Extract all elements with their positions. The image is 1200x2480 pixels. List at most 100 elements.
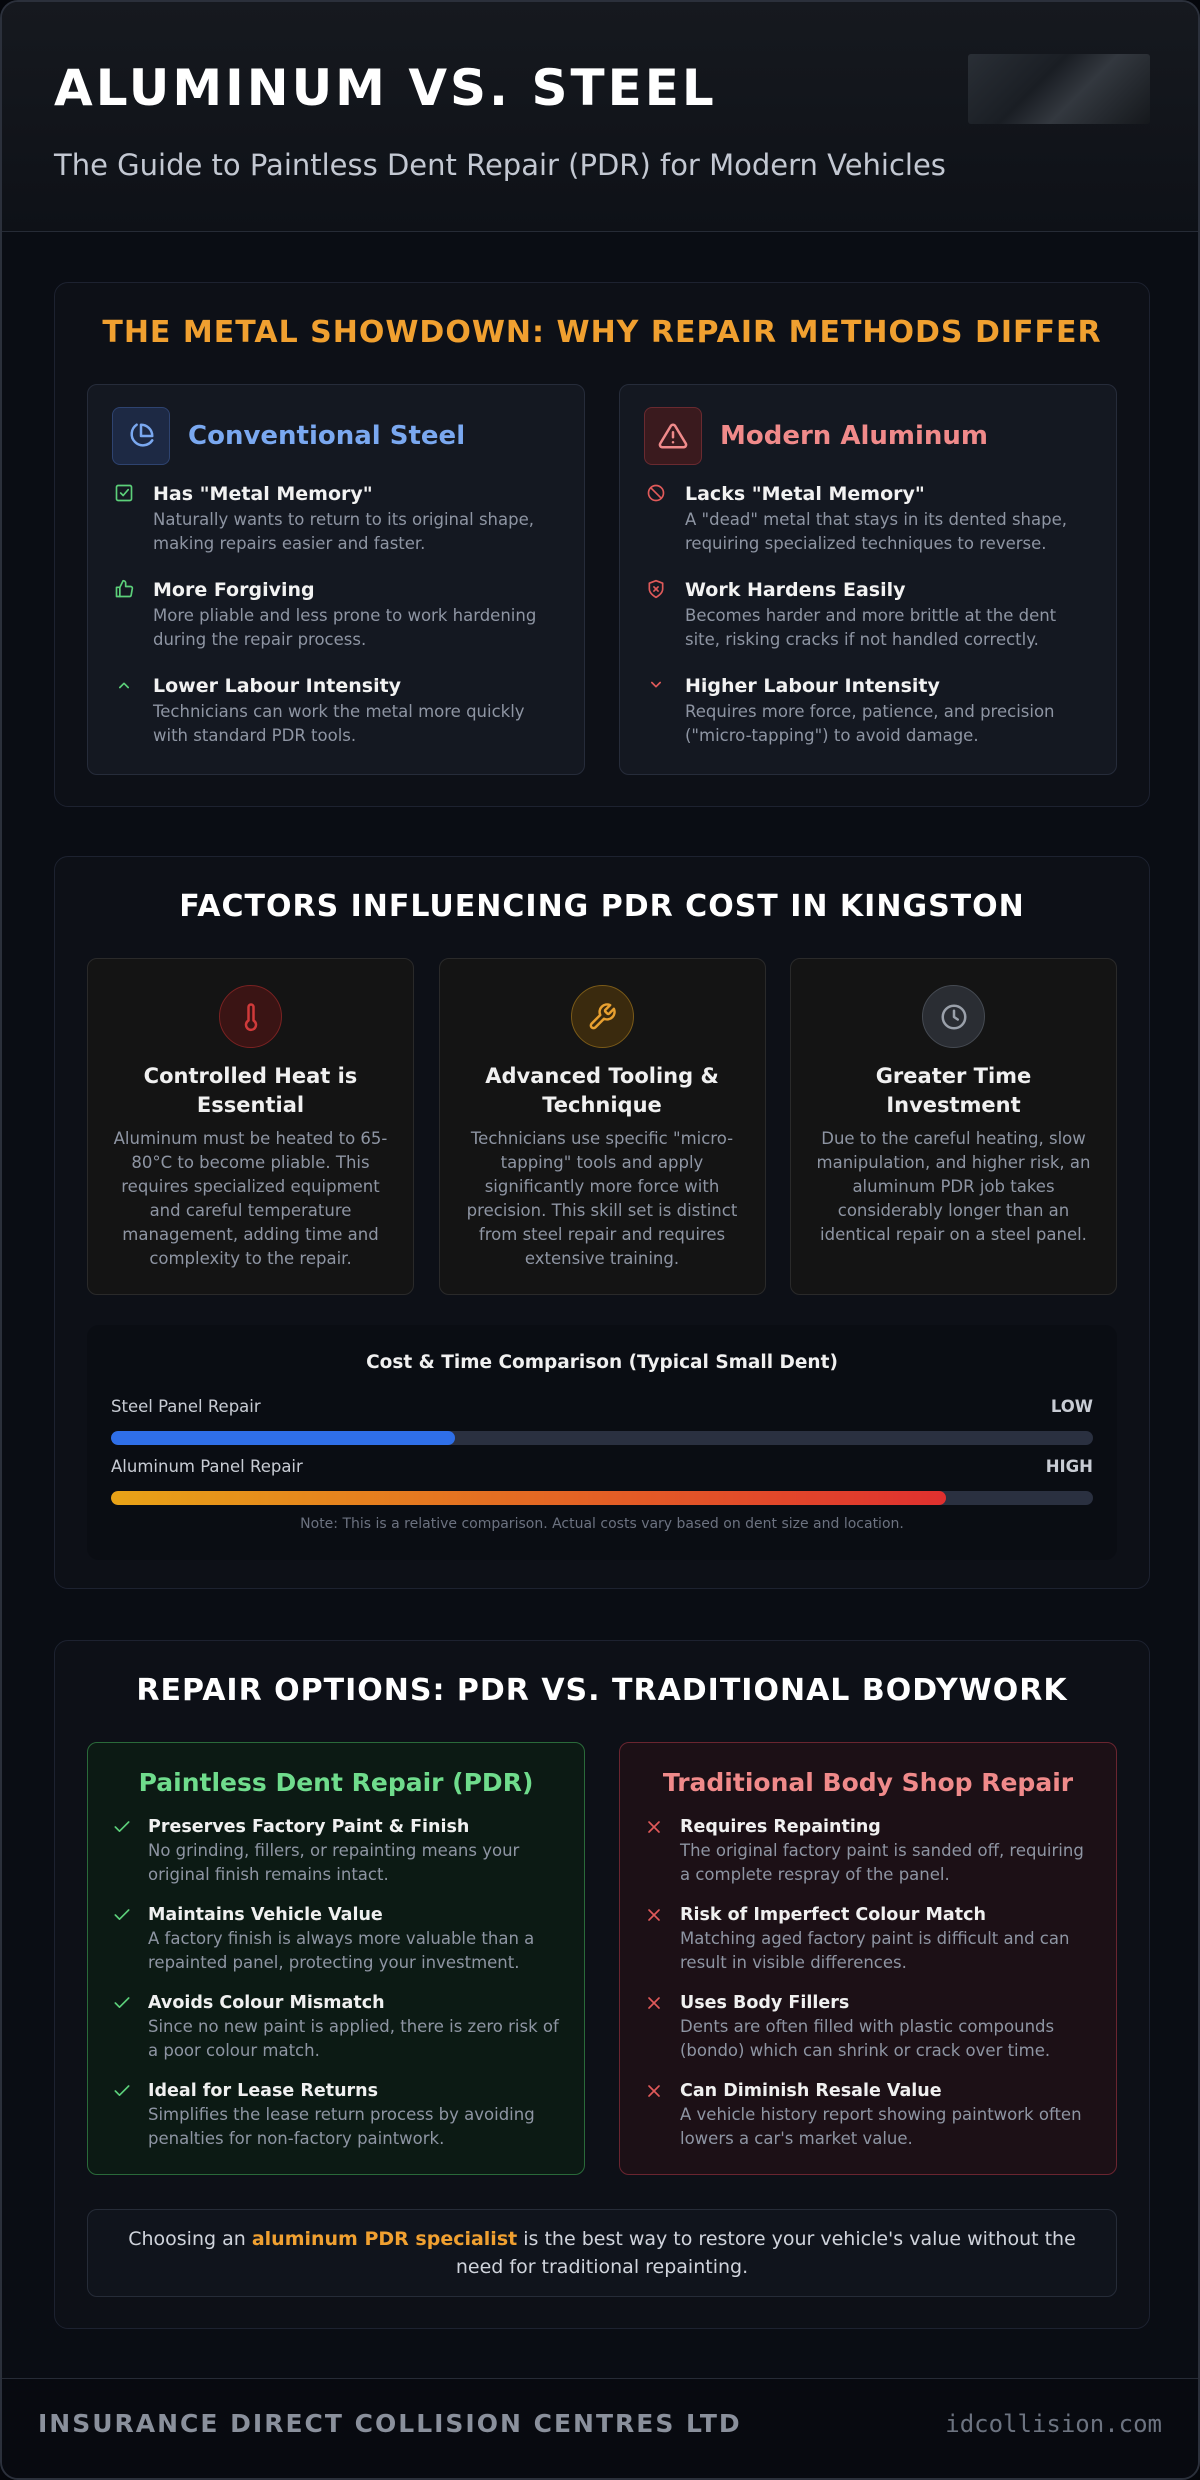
item-icon — [646, 483, 668, 556]
icon — [114, 1909, 130, 1920]
section-heading: REPAIR OPTIONS: PDR VS. TRADITIONAL BODY… — [136, 1673, 1068, 1708]
item-title: Has "Metal Memory" — [153, 483, 373, 505]
icon — [648, 1821, 660, 1833]
icon — [114, 1997, 130, 2008]
item-icon — [644, 1993, 664, 2063]
item-desc: A "dead" metal that stays in its dented … — [685, 510, 1067, 553]
item-icon — [114, 579, 136, 652]
item-title: Avoids Colour Mismatch — [148, 1993, 385, 2013]
card-title: Conventional Steel — [188, 421, 466, 451]
item-desc: No grinding, fillers, or repainting mean… — [148, 1841, 520, 1884]
icon — [648, 579, 664, 599]
item-desc: More pliable and less prone to work hard… — [153, 606, 537, 649]
text: is the best way to restore your vehicle'… — [455, 2228, 1076, 2278]
icon — [648, 1909, 660, 1921]
bar-label-row: Steel Panel Repair LOW — [111, 1396, 1093, 1418]
icon-box — [644, 407, 702, 465]
icon — [952, 1009, 959, 1021]
icon — [653, 586, 659, 592]
icon — [114, 1821, 130, 1832]
item-title: Risk of Imperfect Colour Match — [680, 1905, 986, 1925]
option-column: Paintless Dent Repair (PDR) Preserves Fac… — [87, 1742, 585, 2175]
subtitle: The Guide to Paintless Dent Repair (PDR)… — [54, 148, 946, 182]
item-desc: Becomes harder and more brittle at the d… — [685, 606, 1057, 649]
factor-desc: Aluminum must be heated to 65-80°C to be… — [113, 1129, 388, 1268]
column-title: Paintless Dent Repair (PDR) — [138, 1768, 534, 1797]
bar-label: Aluminum Panel Repair — [111, 1457, 303, 1476]
option-item: Can Diminish Resale Value A vehicle histo… — [644, 2079, 1092, 2151]
item-desc: A vehicle history report showing paintwo… — [680, 2105, 1082, 2148]
highlight: aluminum PDR specialist — [251, 2228, 518, 2250]
item-desc: Dents are often filled with plastic comp… — [680, 2017, 1055, 2060]
showdown-section: THE METAL SHOWDOWN: WHY REPAIR METHODS D… — [54, 282, 1150, 807]
bar-label-row: Aluminum Panel Repair HIGH — [111, 1456, 1093, 1478]
item-title: Work Hardens Easily — [685, 579, 906, 601]
bar-label: Steel Panel Repair — [111, 1397, 261, 1416]
item-text: Ideal for Lease Returns Simplifies the le… — [148, 2079, 560, 2151]
item-icon — [644, 2081, 664, 2151]
bar — [111, 1491, 946, 1505]
icon — [115, 579, 134, 598]
icon — [647, 484, 665, 502]
item-title: Preserves Factory Paint & Finish — [148, 1817, 470, 1837]
icon — [648, 2085, 660, 2097]
icon-circle — [219, 985, 282, 1048]
website: idcollision.com — [945, 2410, 1162, 2438]
icon — [648, 1909, 660, 1921]
icon — [648, 1821, 660, 1833]
icon — [130, 423, 154, 447]
section-heading: FACTORS INFLUENCING PDR COST IN KINGSTON — [179, 889, 1025, 924]
option-item: Risk of Imperfect Colour Match Matching a… — [644, 1903, 1092, 1975]
item-text: Has "Metal Memory" Naturally wants to ret… — [153, 480, 560, 556]
item-desc: The original factory paint is sanded off… — [680, 1841, 1084, 1884]
bar-level: LOW — [1050, 1397, 1093, 1416]
item-text: Higher Labour Intensity Requires more for… — [685, 672, 1092, 748]
item-text: Uses Body Fillers Dents are often filled … — [680, 1991, 1092, 2063]
icon — [651, 681, 661, 688]
section-heading: THE METAL SHOWDOWN: WHY REPAIR METHODS D… — [102, 315, 1102, 350]
icon — [244, 1002, 257, 1031]
comparison: Cost & Time Comparison (Typical Small De… — [87, 1325, 1117, 1560]
card-row: Conventional Steel Has "Metal Memory" Natu… — [87, 384, 1117, 775]
company: INSURANCE DIRECT COLLISION CENTRES LTD — [38, 2409, 742, 2438]
title: ALUMINUM VS. STEEL — [54, 59, 717, 117]
bar-level: HIGH — [1045, 1457, 1093, 1476]
column-row: Paintless Dent Repair (PDR) Preserves Fac… — [87, 1742, 1117, 2175]
icon — [941, 1004, 966, 1029]
item-text: Can Diminish Resale Value A vehicle histo… — [680, 2079, 1092, 2151]
icon — [114, 1997, 130, 2008]
icon — [658, 423, 688, 449]
icon — [119, 682, 129, 689]
factor-desc: Due to the careful heating, slow manipul… — [816, 1129, 1091, 1244]
conclusion: Choosing an aluminum PDR specialist is t… — [87, 2209, 1117, 2297]
icon — [114, 2085, 130, 2096]
item-text: Maintains Vehicle Value A factory finish … — [148, 1903, 560, 1975]
column-title: Traditional Body Shop Repair — [662, 1768, 1074, 1797]
icon — [649, 486, 663, 500]
text: Choosing an — [128, 2228, 246, 2250]
icon — [648, 579, 664, 599]
item-icon — [112, 1993, 132, 2063]
footer: INSURANCE DIRECT COLLISION CENTRES LTD i… — [2, 2378, 1198, 2478]
item-icon — [114, 483, 136, 556]
icon — [115, 484, 133, 502]
item-icon — [114, 675, 136, 748]
factor-title: Controlled Heat is Essential — [143, 1064, 358, 1117]
item-title: Higher Labour Intensity — [685, 675, 940, 697]
icon — [658, 423, 688, 449]
item-icon — [112, 2081, 132, 2151]
option-item: Requires Repainting The original factory … — [644, 1815, 1092, 1887]
item-text: Risk of Imperfect Colour Match Matching a… — [680, 1903, 1092, 1975]
metal-item: Lower Labour Intensity Technicians can wo… — [112, 672, 560, 748]
icon — [130, 423, 154, 447]
metal-item: More Forgiving More pliable and less pron… — [112, 576, 560, 652]
comparison-title: Cost & Time Comparison (Typical Small De… — [366, 1352, 838, 1373]
item-icon — [646, 579, 668, 652]
icon — [648, 1997, 660, 2009]
metal-item: Lacks "Metal Memory" A "dead" metal that … — [644, 480, 1092, 556]
item-text: More Forgiving More pliable and less pron… — [153, 576, 560, 652]
icon-circle — [922, 985, 985, 1048]
item-desc: Naturally wants to return to its origina… — [153, 510, 534, 553]
icon — [119, 579, 134, 598]
